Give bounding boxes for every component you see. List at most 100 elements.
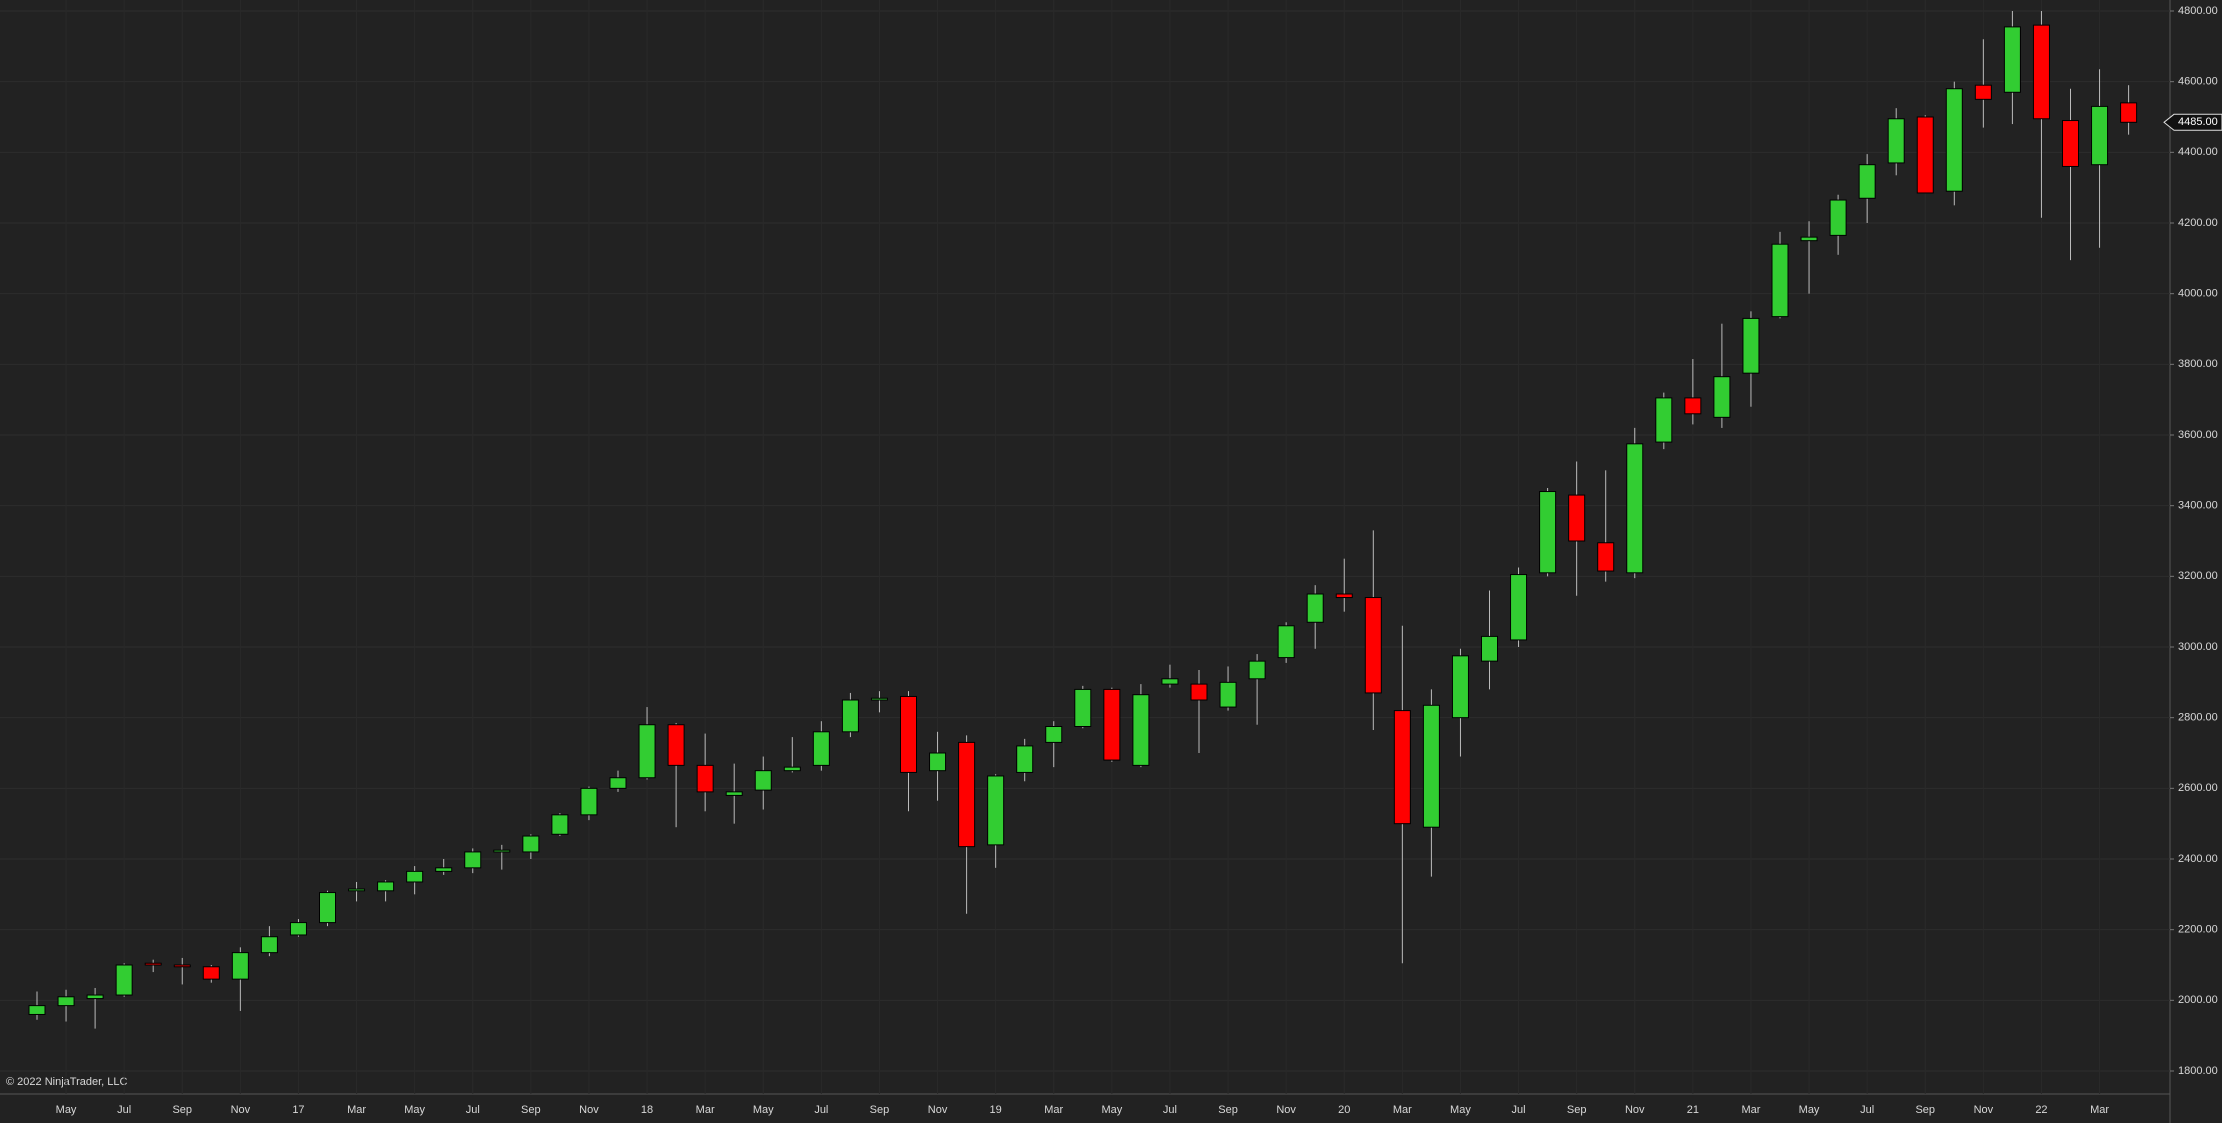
- candle-body: [1190, 683, 1208, 701]
- candle-body: [1597, 542, 1615, 572]
- candle-body: [1655, 397, 1673, 443]
- candle-body: [57, 996, 75, 1007]
- candle-body: [580, 787, 598, 816]
- y-tick-label: 4600.00: [2178, 76, 2218, 88]
- y-tick-label: 3800.00: [2178, 358, 2218, 370]
- y-tick-label: 2400.00: [2178, 853, 2218, 865]
- x-tick-label: May: [404, 1104, 425, 1116]
- x-tick-label: Nov: [579, 1104, 599, 1116]
- candle-body: [1800, 236, 1818, 242]
- candle-body: [783, 766, 801, 772]
- x-tick-label: Sep: [521, 1104, 541, 1116]
- candle-body: [144, 962, 162, 966]
- x-tick-label: Jul: [1860, 1104, 1874, 1116]
- x-tick-label: Mar: [1741, 1104, 1760, 1116]
- candle-body: [1974, 84, 1992, 100]
- y-tick-label: 3600.00: [2178, 429, 2218, 441]
- x-tick-label: Nov: [231, 1104, 251, 1116]
- candle-body: [2062, 120, 2079, 167]
- candle-body: [464, 851, 482, 869]
- x-tick-label: Sep: [1218, 1104, 1238, 1116]
- candle-body: [1481, 635, 1498, 662]
- candle-body: [609, 777, 627, 789]
- candle-body: [929, 752, 947, 772]
- candle-body: [1510, 574, 1528, 641]
- candle-body: [1161, 678, 1179, 685]
- y-tick-label: 2200.00: [2178, 924, 2218, 936]
- x-tick-label: May: [1101, 1104, 1122, 1116]
- candle-body: [1364, 597, 1382, 694]
- x-tick-label: Nov: [1974, 1104, 1994, 1116]
- candle-body: [870, 697, 888, 701]
- candle-body: [319, 892, 336, 924]
- candle-body: [958, 741, 976, 848]
- candle-body: [435, 867, 453, 872]
- candle-body: [1393, 710, 1411, 825]
- candle-body: [1771, 243, 1789, 318]
- candle-body: [1858, 164, 1876, 199]
- x-tick-label: Sep: [870, 1104, 890, 1116]
- x-tick-label: Nov: [928, 1104, 948, 1116]
- x-tick-label: Jul: [117, 1104, 131, 1116]
- x-tick-label: Jul: [1512, 1104, 1526, 1116]
- candle-body: [202, 966, 220, 980]
- y-tick-label: 1800.00: [2178, 1065, 2218, 1077]
- candle-body: [1422, 704, 1440, 828]
- x-tick-label: 18: [641, 1104, 653, 1116]
- candle-body: [1539, 491, 1557, 574]
- candle-body: [231, 952, 249, 980]
- x-tick-label: May: [56, 1104, 77, 1116]
- candle-body: [522, 835, 540, 853]
- candle-body: [1713, 376, 1731, 418]
- candle-body: [1248, 660, 1266, 680]
- candle-body: [1451, 655, 1469, 719]
- candle-body: [493, 849, 511, 853]
- candle-body: [86, 994, 104, 1000]
- y-tick-label: 4200.00: [2178, 217, 2218, 229]
- candle-body: [2120, 102, 2138, 123]
- x-tick-label: 17: [292, 1104, 304, 1116]
- candle-body: [1916, 116, 1934, 194]
- candle-body: [2091, 105, 2109, 166]
- copyright: © 2022 NinjaTrader, LLC: [6, 1076, 127, 1088]
- candle-body: [1016, 745, 1034, 773]
- candle-body: [1219, 681, 1237, 708]
- candle-body: [551, 814, 569, 835]
- x-tick-label: 20: [1338, 1104, 1350, 1116]
- candle-body: [377, 881, 395, 892]
- candle-body: [28, 1005, 46, 1015]
- x-tick-label: 22: [2035, 1104, 2047, 1116]
- candle-body: [1887, 118, 1905, 164]
- x-tick-label: Sep: [1567, 1104, 1587, 1116]
- candle-body: [841, 699, 859, 733]
- y-tick-label: 3400.00: [2178, 500, 2218, 512]
- x-tick-label: Mar: [696, 1104, 715, 1116]
- x-tick-label: Mar: [1044, 1104, 1063, 1116]
- last-price-label: 4485.00: [2178, 116, 2218, 128]
- candle-body: [696, 764, 714, 793]
- x-tick-label: Jul: [814, 1104, 828, 1116]
- y-tick-label: 4000.00: [2178, 288, 2218, 300]
- candle-body: [754, 770, 772, 791]
- x-tick-label: Jul: [466, 1104, 480, 1116]
- candle-body: [2003, 26, 2021, 93]
- candle-body: [1568, 494, 1586, 542]
- candle-body: [900, 695, 917, 773]
- y-tick-label: 3000.00: [2178, 641, 2218, 653]
- candle-body: [1132, 694, 1150, 766]
- candle-body: [289, 922, 307, 936]
- candle-body: [260, 936, 278, 954]
- x-tick-label: May: [1450, 1104, 1471, 1116]
- candle-body: [812, 731, 830, 766]
- candle-body: [1742, 317, 1760, 374]
- y-tick-label: 2000.00: [2178, 994, 2218, 1006]
- candle-body: [725, 791, 743, 796]
- x-tick-label: Mar: [2090, 1104, 2109, 1116]
- candle-body: [1945, 88, 1963, 192]
- candle-body: [987, 775, 1005, 846]
- candle-body: [1684, 397, 1702, 415]
- candle-body: [1306, 593, 1324, 623]
- last-price-marker: [2163, 113, 2222, 131]
